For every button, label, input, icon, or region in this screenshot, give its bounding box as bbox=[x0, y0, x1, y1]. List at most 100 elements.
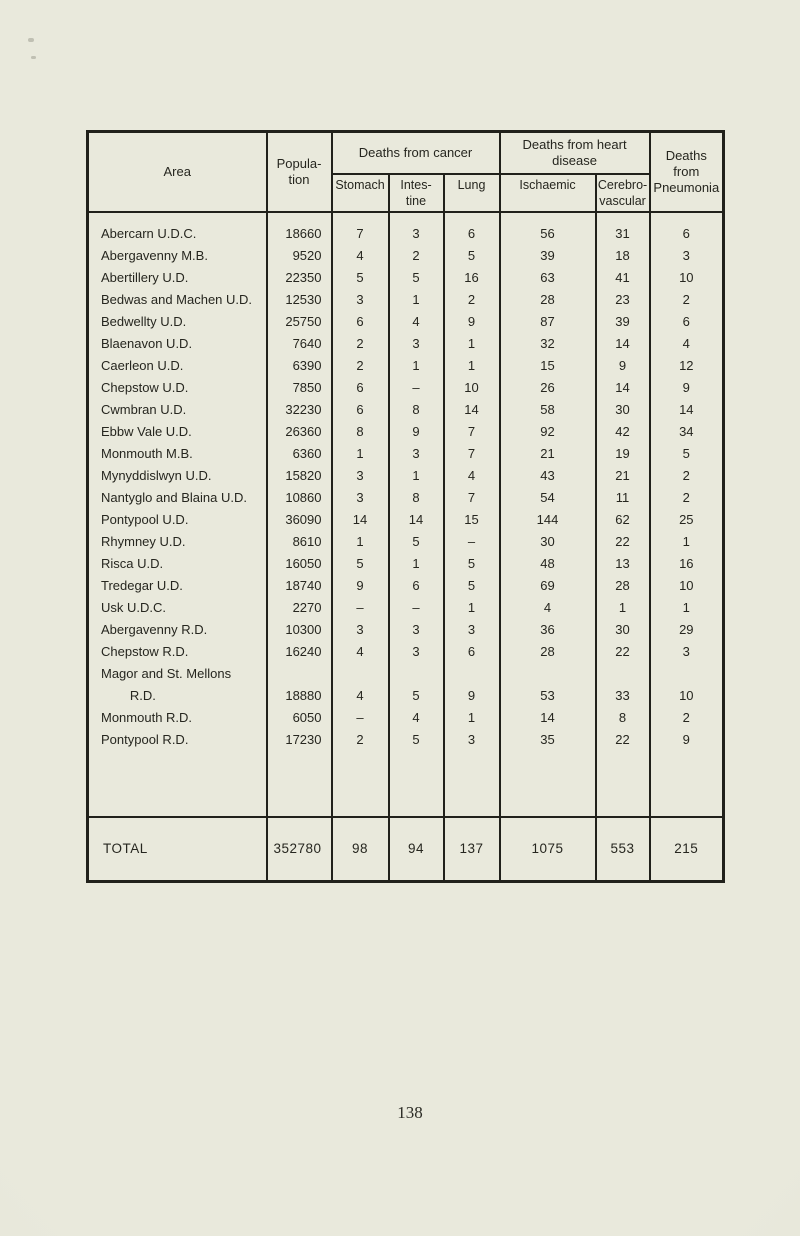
stomach-cell: 3 bbox=[330, 288, 390, 311]
lung-cell: 1 bbox=[442, 596, 501, 619]
total-ischaemic-cell: 1075 bbox=[498, 816, 597, 881]
lung-cell: 7 bbox=[442, 442, 501, 465]
cerebrovascular-cell: 39 bbox=[594, 310, 651, 333]
stomach-cell: 3 bbox=[330, 618, 390, 641]
population-cell: 7640 bbox=[265, 332, 333, 355]
spacer-row bbox=[86, 750, 725, 818]
col-header-area: Area bbox=[86, 131, 268, 213]
intestine-cell: 6 bbox=[387, 574, 445, 597]
table-footer: TOTAL 352780 98 94 137 1075 553 215 bbox=[86, 750, 725, 881]
cerebrovascular-cell: 8 bbox=[594, 706, 651, 729]
pneumonia-cell: 6 bbox=[648, 310, 725, 333]
ischaemic-cell: 4 bbox=[498, 596, 597, 619]
pneumonia-cell: 1 bbox=[648, 596, 725, 619]
area-cell: Abertillery U.D. bbox=[86, 266, 268, 289]
intestine-cell: 8 bbox=[387, 486, 445, 509]
population-cell: 15820 bbox=[265, 464, 333, 487]
area-cell: Usk U.D.C. bbox=[86, 596, 268, 619]
cerebrovascular-cell: 22 bbox=[594, 728, 651, 751]
stomach-cell: 4 bbox=[330, 662, 390, 707]
col-header-intestine: Intes- tine bbox=[387, 173, 445, 213]
table-row: Bedwellty U.D. 25750 6 4 9 87 39 6 bbox=[86, 310, 725, 333]
area-cell: Pontypool U.D. bbox=[86, 508, 268, 531]
table-row: Ebbw Vale U.D. 26360 8 9 7 92 42 34 bbox=[86, 420, 725, 443]
intestine-cell: 3 bbox=[387, 332, 445, 355]
lung-cell: – bbox=[442, 530, 501, 553]
intestine-cell: 2 bbox=[387, 244, 445, 267]
cerebrovascular-cell: 14 bbox=[594, 376, 651, 399]
population-cell: 36090 bbox=[265, 508, 333, 531]
table-row: Risca U.D. 16050 5 1 5 48 13 16 bbox=[86, 552, 725, 575]
total-pneumonia-cell: 215 bbox=[648, 816, 725, 881]
table-row: Abertillery U.D. 22350 5 5 16 63 41 10 bbox=[86, 266, 725, 289]
stomach-cell: 2 bbox=[330, 728, 390, 751]
stomach-cell: 14 bbox=[330, 508, 390, 531]
pneumonia-cell: 14 bbox=[648, 398, 725, 421]
population-cell: 22350 bbox=[265, 266, 333, 289]
table-row: Chepstow U.D. 7850 6 – 10 26 14 9 bbox=[86, 376, 725, 399]
population-cell: 18740 bbox=[265, 574, 333, 597]
ischaemic-cell: 48 bbox=[498, 552, 597, 575]
intestine-cell: 9 bbox=[387, 420, 445, 443]
intestine-cell: 5 bbox=[387, 530, 445, 553]
stomach-cell: 3 bbox=[330, 486, 390, 509]
intestine-cell: 8 bbox=[387, 398, 445, 421]
stomach-cell: – bbox=[330, 596, 390, 619]
lung-cell: 4 bbox=[442, 464, 501, 487]
cerebrovascular-cell: 30 bbox=[594, 618, 651, 641]
area-cell: Mynyddislwyn U.D. bbox=[86, 464, 268, 487]
cerebrovascular-cell: 28 bbox=[594, 574, 651, 597]
table-row: Bedwas and Machen U.D. 12530 3 1 2 28 23… bbox=[86, 288, 725, 311]
total-label: TOTAL bbox=[86, 816, 268, 881]
table-row: Magor and St. Mellons R.D. 18880 4 5 9 5… bbox=[86, 662, 725, 707]
population-cell: 8610 bbox=[265, 530, 333, 553]
stomach-cell: 6 bbox=[330, 398, 390, 421]
cerebrovascular-cell: 33 bbox=[594, 662, 651, 707]
pneumonia-cell: 34 bbox=[648, 420, 725, 443]
lung-cell: 9 bbox=[442, 662, 501, 707]
table-row: Pontypool R.D. 17230 2 5 3 35 22 9 bbox=[86, 728, 725, 751]
intestine-cell: 3 bbox=[387, 640, 445, 663]
cerebrovascular-cell: 23 bbox=[594, 288, 651, 311]
ischaemic-cell: 144 bbox=[498, 508, 597, 531]
pneumonia-cell: 6 bbox=[648, 211, 725, 245]
area-cell: Abergavenny M.B. bbox=[86, 244, 268, 267]
table-row: Usk U.D.C. 2270 – – 1 4 1 1 bbox=[86, 596, 725, 619]
table-row: Nantyglo and Blaina U.D. 10860 3 8 7 54 … bbox=[86, 486, 725, 509]
lung-cell: 1 bbox=[442, 706, 501, 729]
table-row: Mynyddislwyn U.D. 15820 3 1 4 43 21 2 bbox=[86, 464, 725, 487]
col-header-stomach: Stomach bbox=[330, 173, 390, 213]
ischaemic-cell: 39 bbox=[498, 244, 597, 267]
area-cell: Tredegar U.D. bbox=[86, 574, 268, 597]
area-cell: Abercarn U.D.C. bbox=[86, 211, 268, 245]
lung-cell: 1 bbox=[442, 332, 501, 355]
lung-cell: 2 bbox=[442, 288, 501, 311]
cerebrovascular-cell: 21 bbox=[594, 464, 651, 487]
pneumonia-cell: 2 bbox=[648, 288, 725, 311]
stomach-cell: 7 bbox=[330, 211, 390, 245]
stomach-cell: 1 bbox=[330, 442, 390, 465]
table-row: Monmouth R.D. 6050 – 4 1 14 8 2 bbox=[86, 706, 725, 729]
stomach-cell: 4 bbox=[330, 640, 390, 663]
stomach-cell: 2 bbox=[330, 354, 390, 377]
table-row: Blaenavon U.D. 7640 2 3 1 32 14 4 bbox=[86, 332, 725, 355]
population-cell: 10300 bbox=[265, 618, 333, 641]
stomach-cell: 4 bbox=[330, 244, 390, 267]
area-cell: Bedwellty U.D. bbox=[86, 310, 268, 333]
stomach-cell: – bbox=[330, 706, 390, 729]
lung-cell: 1 bbox=[442, 354, 501, 377]
population-cell: 17230 bbox=[265, 728, 333, 751]
intestine-cell: 5 bbox=[387, 662, 445, 707]
ischaemic-cell: 54 bbox=[498, 486, 597, 509]
col-header-ischaemic: Ischaemic bbox=[498, 173, 597, 213]
table-row: Chepstow R.D. 16240 4 3 6 28 22 3 bbox=[86, 640, 725, 663]
cerebrovascular-cell: 42 bbox=[594, 420, 651, 443]
cerebrovascular-cell: 19 bbox=[594, 442, 651, 465]
area-cell: Ebbw Vale U.D. bbox=[86, 420, 268, 443]
col-header-pneumonia: Deaths from Pneumonia bbox=[648, 131, 725, 213]
pneumonia-cell: 9 bbox=[648, 376, 725, 399]
cerebrovascular-cell: 22 bbox=[594, 640, 651, 663]
population-cell: 18880 bbox=[265, 662, 333, 707]
intestine-cell: 4 bbox=[387, 310, 445, 333]
area-cell: Cwmbran U.D. bbox=[86, 398, 268, 421]
